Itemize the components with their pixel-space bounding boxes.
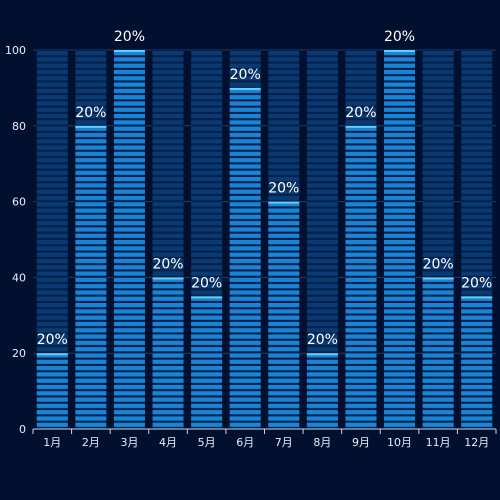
data-label: 20% [307,332,338,348]
y-tick-label: 40 [12,271,26,284]
data-label: 20% [423,256,454,272]
x-tick-label: 4月 [159,436,177,449]
y-tick-label: 0 [19,423,26,436]
bar-top-edge [36,353,68,356]
data-label: 20% [114,29,145,45]
bar-top-edge [229,87,261,90]
data-label: 20% [191,275,222,291]
bar [113,50,145,429]
y-axis-ticks: 0 20 40 60 80 100 [5,44,26,436]
bar-top-edge [422,277,454,280]
y-tick-label: 80 [12,120,26,133]
bar [461,296,493,429]
bar-group [152,50,184,429]
y-tick-label: 20 [12,347,26,360]
grid-lines [33,49,496,354]
bar-top-edge [152,277,184,280]
x-tick-label: 6月 [236,436,254,449]
data-label: 20% [461,275,492,291]
y-tick-label: 60 [12,196,26,209]
x-tick-label: 12月 [464,436,489,449]
data-label: 20% [268,181,299,197]
x-tick-label: 5月 [198,436,216,449]
bar-group [113,50,145,429]
bar-top-edge [384,50,416,52]
bar-top-edge [113,50,145,52]
bar [268,201,300,429]
bar-top-edge [345,125,377,128]
x-tick-label: 1月 [43,436,61,449]
bar-group [422,50,454,429]
x-tick-label: 2月 [82,436,100,449]
bar-group [268,50,300,429]
x-tick-label: 11月 [426,436,451,449]
bar-top-edge [75,125,107,128]
bar-top-edge [191,296,223,299]
bar-top-edge [306,353,338,356]
bar-top-edge [461,296,493,299]
bar [75,125,107,430]
bar [191,296,223,429]
x-tick-label: 3月 [120,436,138,449]
x-tick-label: 7月 [275,436,293,449]
bar [152,277,184,429]
bar-group [75,50,107,430]
bars [36,50,493,430]
bar [422,277,454,429]
x-tick-label: 8月 [313,436,331,449]
data-label: 20% [384,29,415,45]
bar [229,87,261,430]
data-label: 20% [345,105,376,121]
data-labels: 20% 20% 20% 20% 20% 20% 20% 20% 20% 20% 20% 20% [37,29,493,348]
bar-group [345,50,377,430]
bar-group [191,50,223,429]
x-tick-label: 9月 [352,436,370,449]
bar-top-edge [268,201,300,204]
bar [36,353,68,429]
bar-group [306,50,338,429]
data-label: 20% [230,67,261,83]
bar-group [229,50,261,430]
x-tick-label: 10月 [387,436,412,449]
data-label: 20% [37,332,68,348]
bar-group [384,50,416,429]
bar [384,50,416,429]
x-axis-ticks: 1月 2月 3月 4月 5月 6月 7月 8月 9月 10月 11月 12月 [32,429,497,449]
data-label: 20% [152,256,183,272]
bar-group [461,50,493,429]
bar [345,125,377,430]
y-tick-label: 100 [5,44,26,57]
bar [306,353,338,429]
data-label: 20% [75,105,106,121]
bar-group [36,50,68,429]
